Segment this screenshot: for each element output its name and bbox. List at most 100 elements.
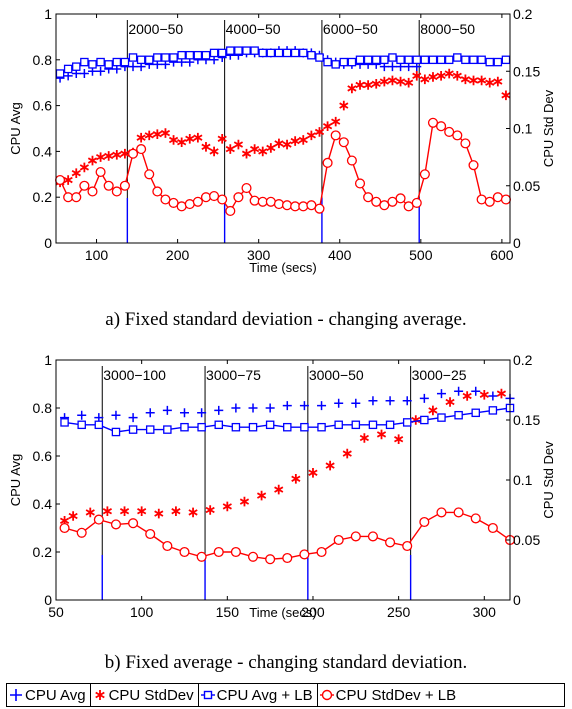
square-marker [96, 57, 105, 67]
star-marker [314, 127, 325, 137]
square-marker [250, 46, 259, 55]
square-marker [80, 57, 89, 67]
plus-marker-icon [10, 689, 22, 701]
star-marker [404, 77, 414, 88]
circle-marker [453, 507, 464, 518]
plus-marker [385, 396, 395, 406]
circle-marker [152, 186, 163, 197]
circle-marker [333, 534, 344, 546]
square-marker [488, 406, 498, 415]
square-marker [351, 420, 361, 430]
phase-label: 4000−50 [226, 21, 281, 37]
star-marker [394, 434, 404, 444]
star-marker [274, 484, 284, 495]
square-marker [436, 55, 446, 65]
y-tick-label: 1 [44, 352, 52, 368]
star-marker [205, 505, 215, 515]
square-marker [88, 60, 97, 69]
series-cpu-avg-lb [55, 46, 511, 78]
square-marker [477, 55, 486, 65]
star-marker [379, 76, 389, 87]
y2-axis-label: CPU Std Dev [541, 89, 556, 167]
star-marker [445, 397, 455, 407]
circle-marker [230, 546, 241, 558]
star-marker [144, 130, 154, 141]
plus-marker [111, 410, 121, 420]
circle-marker [387, 196, 398, 207]
phase-label: 2000−50 [128, 21, 183, 37]
star-marker [87, 155, 98, 166]
star-marker [395, 76, 406, 87]
plus-marker [334, 398, 344, 408]
y-tick-label: 0.8 [33, 52, 53, 68]
circle-marker [76, 527, 87, 538]
square-marker [323, 57, 332, 67]
star-marker [387, 75, 398, 86]
circle-marker [354, 178, 366, 189]
plus-marker [471, 386, 481, 396]
square-marker [266, 48, 276, 58]
circle-marker [403, 201, 414, 212]
star-marker [411, 415, 421, 425]
circle-marker [436, 121, 447, 132]
square-marker [363, 55, 373, 65]
circle-marker [346, 155, 357, 166]
circle-marker [484, 196, 495, 207]
square-marker [201, 50, 211, 60]
star-marker [331, 116, 341, 127]
circle-marker [213, 546, 224, 558]
circle-marker [468, 160, 479, 171]
square-marker [283, 422, 292, 432]
star-marker [428, 405, 438, 416]
plus-marker [77, 410, 87, 420]
square-marker [339, 57, 349, 67]
circle-marker [59, 522, 70, 534]
y-tick-label: 0.8 [33, 400, 53, 416]
square-marker [72, 62, 81, 71]
square-marker [94, 420, 104, 430]
star-marker [468, 75, 479, 86]
circle-marker [265, 196, 276, 207]
circle-marker [395, 193, 406, 204]
circle-marker [162, 540, 173, 552]
plus-marker [162, 405, 172, 415]
star-marker [239, 496, 250, 507]
star-marker [342, 448, 352, 459]
star-marker [306, 130, 316, 141]
circle-marker [168, 197, 179, 208]
circle-marker [176, 201, 187, 212]
plus-marker [197, 408, 207, 418]
circle-marker [145, 528, 156, 540]
circle-marker [200, 192, 212, 203]
square-marker [307, 50, 316, 60]
star-marker [325, 460, 335, 471]
circle-marker [385, 537, 396, 548]
star-marker [359, 433, 369, 443]
square-marker [355, 55, 365, 65]
square-marker [299, 48, 308, 58]
y-tick-label: 0.4 [33, 143, 53, 159]
square-marker [300, 422, 309, 432]
circle-marker [273, 199, 284, 210]
legend: CPU Avg CPU StdDev CPU Avg + LB CPU StdD… [6, 683, 565, 707]
legend-item-cpu-stddev-lb: CPU StdDev + LB [318, 684, 460, 706]
circle-marker [128, 518, 139, 529]
square-marker [63, 64, 73, 74]
square-marker [161, 53, 170, 62]
square-marker [420, 55, 430, 65]
square-marker [471, 408, 480, 418]
x-tick-label: 600 [490, 247, 514, 263]
star-marker [95, 152, 106, 162]
y-tick-label: 1 [44, 6, 52, 22]
y2-tick-label: 0.2 [513, 352, 533, 368]
square-marker [493, 57, 503, 67]
star-marker [298, 135, 308, 145]
circle-marker [119, 180, 130, 191]
plus-marker [317, 401, 327, 411]
circle-marker [209, 191, 220, 202]
circle-marker [411, 197, 422, 208]
circle-marker [192, 196, 203, 207]
circle-marker [160, 194, 171, 205]
square-marker [234, 46, 243, 55]
